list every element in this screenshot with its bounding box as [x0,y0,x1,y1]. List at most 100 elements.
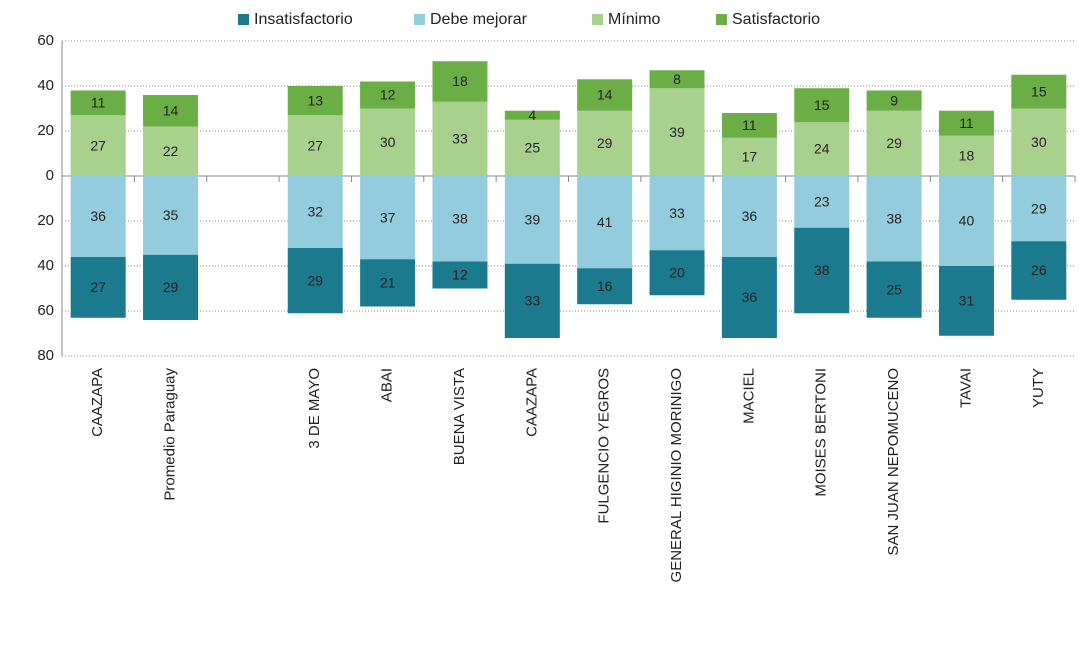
bar-segment [432,176,488,262]
data-label: 15 [1031,83,1047,99]
bar-segment [577,79,633,111]
bar-segment [938,266,994,336]
data-label: 39 [669,124,685,140]
bar-segment [287,86,343,116]
data-label: 14 [597,87,613,103]
x-tick-label: CAAZAPA [523,368,540,437]
bar-segment [504,176,560,264]
x-tick-label: MOISES BERTONI [813,368,830,497]
data-label: 11 [742,117,757,133]
data-label: 33 [525,293,541,309]
y-tick-label: 20 [37,122,54,139]
data-label: 36 [742,208,758,224]
data-label: 21 [380,275,396,291]
legend-label: Debe mejorar [430,11,528,28]
x-tick-label: BUENA VISTA [451,368,468,465]
bar-segment [866,261,922,318]
bar-segment [938,110,994,136]
bar-segment [794,88,850,122]
y-tick-label: 0 [46,167,54,184]
bar-segment [143,176,199,255]
bar-segment [794,176,850,228]
bar-segment [143,254,199,320]
data-label: 29 [307,272,323,288]
bar-segment [794,227,850,314]
bar-segment [794,122,850,176]
bar-segment [649,176,705,251]
bar-segment [577,268,633,305]
x-tick-label: SAN JUAN NEPOMUCENO [885,368,902,556]
data-label: 20 [669,264,685,280]
data-label: 9 [890,92,898,108]
data-label: 30 [380,134,396,150]
bar-segment [721,257,777,338]
data-label: 41 [597,214,613,230]
legend-swatch [716,14,727,25]
data-label: 13 [307,92,323,108]
bar-segment [70,176,126,257]
legend-swatch [592,14,603,25]
bar-segment [649,250,705,296]
bar-segment [143,126,199,176]
bar-segment [432,101,488,176]
data-label: 40 [959,213,975,229]
bar-segment [360,81,416,109]
data-label: 29 [163,279,179,295]
bar-segment [143,95,199,127]
data-label: 12 [380,87,396,103]
data-label: 12 [452,267,468,283]
data-label: 23 [814,194,830,210]
bar-segment [938,176,994,266]
data-label: 29 [597,135,613,151]
y-tick-label: 40 [37,77,54,94]
bar-segment [70,257,126,318]
data-label: 37 [380,209,396,225]
x-tick-label: YUTY [1030,368,1047,408]
data-label: 11 [91,95,106,111]
data-label: 11 [959,115,974,131]
data-label: 18 [959,147,975,163]
bar-segment [504,119,560,176]
data-label: 14 [163,102,179,118]
data-label: 31 [959,293,975,309]
data-label: 35 [163,207,179,223]
data-label: 32 [307,204,323,220]
data-label: 38 [814,262,830,278]
x-tick-label: 3 DE MAYO [306,368,323,449]
data-label: 24 [814,141,830,157]
data-label: 30 [1031,134,1047,150]
data-label: 39 [525,212,541,228]
bar-segment [70,115,126,176]
data-label: 18 [452,73,468,89]
bar-segment [721,113,777,138]
data-label: 15 [814,97,830,113]
data-label: 33 [669,205,685,221]
data-label: 36 [90,208,106,224]
bar-segment [866,176,922,262]
bar-segment [938,135,994,176]
data-label: 22 [163,143,179,159]
bar-segment [504,263,560,338]
bar-segment [432,61,488,102]
x-tick-label: ABAI [379,368,396,402]
bar-segment [577,176,633,269]
data-label: 36 [742,289,758,305]
data-label: 38 [452,210,468,226]
bar-segment [649,88,705,176]
bar-segment [360,259,416,307]
bar-segment [360,176,416,260]
data-label: 25 [525,140,541,156]
y-tick-label: 60 [37,32,54,49]
bar-segment [287,176,343,248]
bar-segment [1011,241,1067,300]
bar-segment [1011,74,1067,109]
bar-segment [721,176,777,257]
legend-swatch [238,14,249,25]
bar-segment [432,261,488,289]
data-label: 27 [90,279,106,295]
bar-segment [1011,176,1067,242]
data-label: 33 [452,131,468,147]
bar-segment [866,110,922,176]
bar-segment [504,110,560,120]
